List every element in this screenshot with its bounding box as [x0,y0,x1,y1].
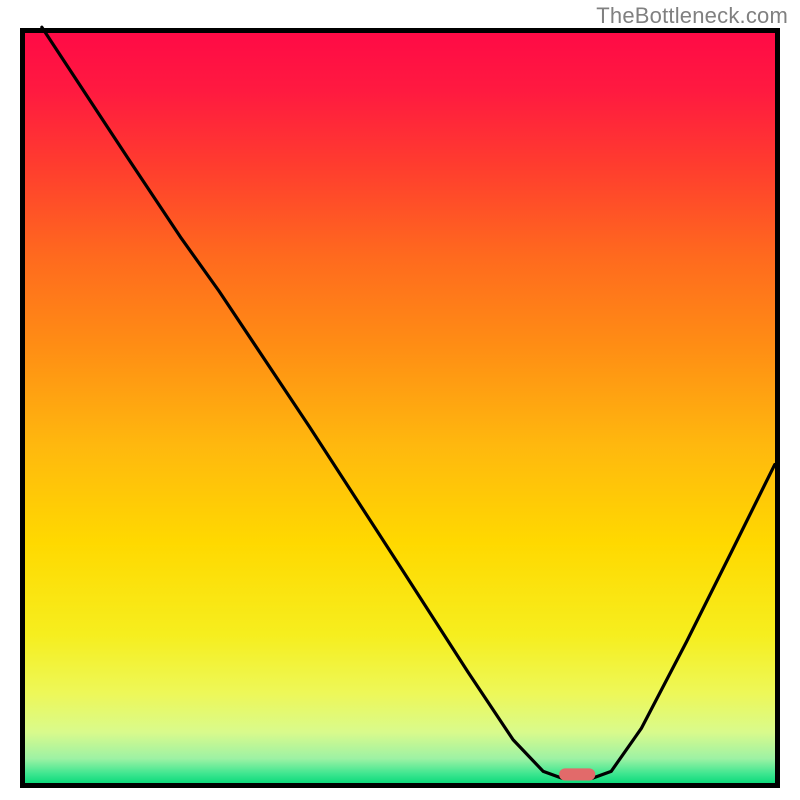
optimal-marker [559,768,595,780]
chart-frame: TheBottleneck.com [0,0,800,800]
marker-layer [0,0,800,800]
watermark-text: TheBottleneck.com [596,3,788,29]
